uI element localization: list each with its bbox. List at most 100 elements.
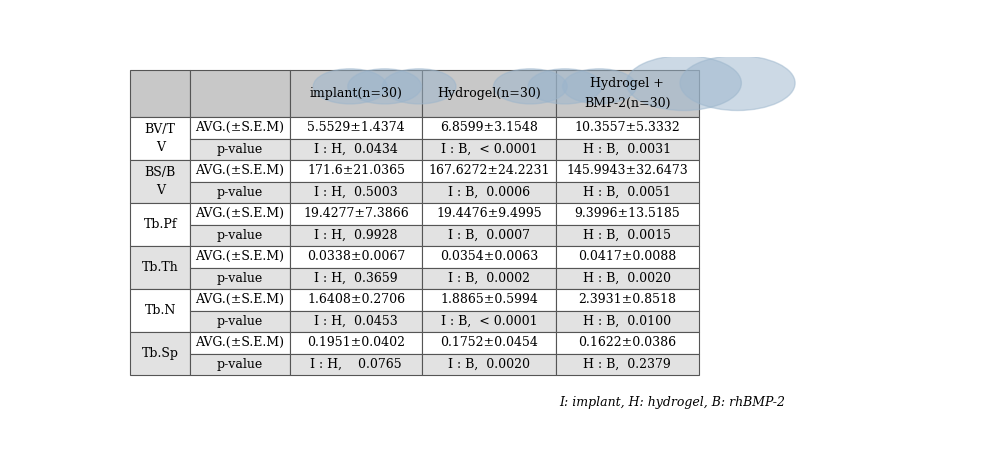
Text: AVG.(±S.E.M): AVG.(±S.E.M) <box>195 122 284 134</box>
Bar <box>190 225 290 246</box>
Bar <box>423 117 556 139</box>
Bar <box>556 311 699 332</box>
Bar <box>556 354 699 375</box>
Text: 2.3931±0.8518: 2.3931±0.8518 <box>578 294 676 306</box>
Text: p-value: p-value <box>217 358 263 371</box>
Bar <box>423 181 556 203</box>
Bar <box>290 117 423 139</box>
Bar <box>190 246 290 268</box>
Circle shape <box>680 56 795 111</box>
Bar <box>190 332 290 354</box>
Bar <box>190 117 290 139</box>
Bar <box>190 268 290 289</box>
Bar <box>130 246 190 289</box>
Text: 145.9943±32.6473: 145.9943±32.6473 <box>566 164 688 177</box>
Bar <box>190 139 290 160</box>
Text: Tb.Pf: Tb.Pf <box>144 218 177 231</box>
Text: 9.3996±13.5185: 9.3996±13.5185 <box>574 208 680 220</box>
Text: I : H,  0.5003: I : H, 0.5003 <box>314 186 398 199</box>
Bar <box>290 246 423 268</box>
Text: 0.0338±0.0067: 0.0338±0.0067 <box>307 250 405 264</box>
Bar <box>290 139 423 160</box>
Text: I: implant, H: hydrogel, B: rhBMP-2: I: implant, H: hydrogel, B: rhBMP-2 <box>559 396 785 409</box>
Bar <box>290 160 423 181</box>
Bar <box>423 160 556 181</box>
Bar <box>423 311 556 332</box>
Bar <box>556 332 699 354</box>
Text: AVG.(±S.E.M): AVG.(±S.E.M) <box>195 294 284 306</box>
Bar <box>423 268 556 289</box>
Text: H : B,  0.0100: H : B, 0.0100 <box>583 315 671 328</box>
Text: p-value: p-value <box>217 272 263 285</box>
Text: H : B,  0.2379: H : B, 0.2379 <box>583 358 671 371</box>
Text: I : H,    0.0765: I : H, 0.0765 <box>310 358 402 371</box>
Bar <box>290 225 423 246</box>
Text: I : H,  0.3659: I : H, 0.3659 <box>314 272 398 285</box>
Text: Tb.Th: Tb.Th <box>142 261 178 274</box>
Text: I : B,  0.0002: I : B, 0.0002 <box>448 272 531 285</box>
Text: p-value: p-value <box>217 229 263 242</box>
Bar <box>423 70 556 117</box>
Bar <box>423 139 556 160</box>
Text: I : H,  0.9928: I : H, 0.9928 <box>315 229 398 242</box>
Text: I : B,  < 0.0001: I : B, < 0.0001 <box>441 143 538 156</box>
Bar <box>190 203 290 225</box>
Text: BS/B
V: BS/B V <box>145 166 176 197</box>
Bar <box>290 203 423 225</box>
Text: 19.4277±7.3866: 19.4277±7.3866 <box>303 208 409 220</box>
Text: 0.0417±0.0088: 0.0417±0.0088 <box>578 250 676 264</box>
Bar <box>556 139 699 160</box>
Bar <box>130 160 190 203</box>
Bar <box>556 225 699 246</box>
Text: I : B,  0.0020: I : B, 0.0020 <box>448 358 531 371</box>
Text: H : B,  0.0015: H : B, 0.0015 <box>583 229 671 242</box>
Bar <box>130 203 190 246</box>
Text: H : B,  0.0031: H : B, 0.0031 <box>583 143 671 156</box>
Text: Tb.Sp: Tb.Sp <box>142 347 178 360</box>
Text: I : H,  0.0453: I : H, 0.0453 <box>314 315 398 328</box>
Bar <box>290 181 423 203</box>
Bar <box>556 289 699 311</box>
Text: implant(n=30): implant(n=30) <box>310 87 403 100</box>
Bar <box>190 160 290 181</box>
Circle shape <box>494 69 567 104</box>
Circle shape <box>562 69 637 104</box>
Text: p-value: p-value <box>217 315 263 328</box>
Bar <box>190 289 290 311</box>
Text: 6.8599±3.1548: 6.8599±3.1548 <box>441 122 539 134</box>
Bar <box>130 332 190 375</box>
Text: 10.3557±5.3332: 10.3557±5.3332 <box>574 122 680 134</box>
Circle shape <box>528 69 602 104</box>
Bar <box>290 354 423 375</box>
Text: Hydrogel(n=30): Hydrogel(n=30) <box>438 87 542 100</box>
Text: H : B,  0.0020: H : B, 0.0020 <box>583 272 671 285</box>
Bar <box>290 289 423 311</box>
Bar <box>190 311 290 332</box>
Bar <box>190 354 290 375</box>
Bar <box>423 289 556 311</box>
Text: 167.6272±24.2231: 167.6272±24.2231 <box>429 164 550 177</box>
Text: AVG.(±S.E.M): AVG.(±S.E.M) <box>195 336 284 350</box>
Bar <box>556 160 699 181</box>
Bar <box>130 70 190 117</box>
Bar <box>556 246 699 268</box>
Text: 5.5529±1.4374: 5.5529±1.4374 <box>307 122 405 134</box>
Text: AVG.(±S.E.M): AVG.(±S.E.M) <box>195 164 284 177</box>
Bar <box>556 203 699 225</box>
Bar <box>190 181 290 203</box>
Bar <box>290 268 423 289</box>
Text: I : B,  < 0.0001: I : B, < 0.0001 <box>441 315 538 328</box>
Bar <box>423 203 556 225</box>
Bar <box>290 70 423 117</box>
Text: I : H,  0.0434: I : H, 0.0434 <box>314 143 398 156</box>
Bar <box>290 311 423 332</box>
Text: AVG.(±S.E.M): AVG.(±S.E.M) <box>195 208 284 220</box>
Circle shape <box>627 56 742 111</box>
Bar <box>423 225 556 246</box>
Text: I : B,  0.0006: I : B, 0.0006 <box>448 186 531 199</box>
Bar <box>556 181 699 203</box>
Text: 19.4476±9.4995: 19.4476±9.4995 <box>437 208 543 220</box>
Text: 0.1951±0.0402: 0.1951±0.0402 <box>307 336 405 350</box>
Text: Tb.N: Tb.N <box>145 304 176 317</box>
Bar <box>290 332 423 354</box>
